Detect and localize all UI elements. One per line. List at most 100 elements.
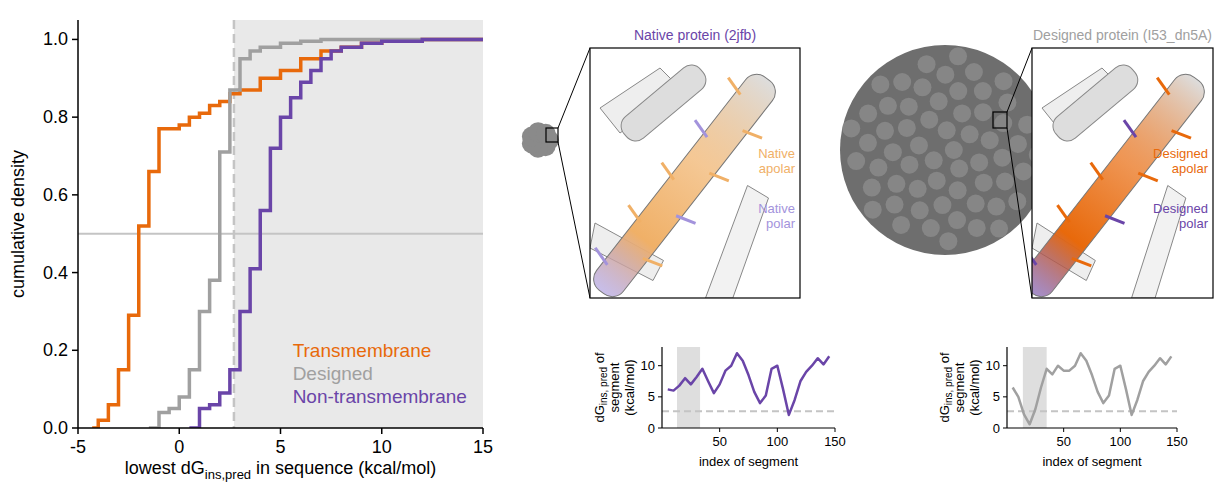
side-chain — [691, 120, 710, 137]
surface-bump — [939, 232, 957, 250]
x-tick-label: 100 — [766, 434, 788, 449]
surface-bump — [847, 152, 865, 170]
surface-bump — [975, 174, 993, 192]
y-axis-title: segment — [952, 362, 967, 412]
surface-bump — [995, 72, 1013, 90]
threshold-line — [1007, 410, 1177, 412]
surface-bump — [842, 119, 860, 137]
y-tick-label: 0.0 — [43, 418, 68, 438]
plot-area — [1007, 347, 1177, 428]
annotation: Designedpolar — [1153, 201, 1209, 231]
surface-bump — [950, 160, 968, 178]
zoom-box — [546, 128, 558, 142]
y-tick-label: 0 — [993, 421, 1000, 436]
surface-bump — [900, 98, 918, 116]
surface-bump — [994, 114, 1012, 132]
side-chain — [1105, 211, 1124, 228]
surface-bump — [945, 141, 963, 159]
surface-bump — [909, 180, 927, 198]
segment-line — [1013, 353, 1172, 424]
x-tick — [280, 428, 282, 434]
threshold-line — [662, 410, 835, 412]
y-tick — [72, 427, 78, 429]
annotation-line: apolar — [1172, 161, 1209, 176]
inset-image — [1032, 59, 1213, 298]
legend-entry: Designed — [293, 363, 373, 384]
annotation-line: Designed — [1153, 201, 1208, 216]
surface-bump — [893, 73, 911, 91]
x-tick-label: -5 — [70, 437, 86, 457]
y-tick-label: 10 — [986, 358, 1000, 373]
assembly-surface — [840, 45, 1050, 255]
surface-bump — [967, 195, 985, 213]
shaded-band — [677, 347, 700, 428]
y-tick-label: 0.8 — [43, 107, 68, 127]
zoom-line — [1007, 128, 1032, 298]
inset-frame — [590, 48, 800, 298]
y-axis — [661, 347, 662, 428]
surface-bump — [936, 66, 954, 84]
surface-bump — [974, 82, 992, 100]
surface-bump — [949, 47, 967, 65]
surface-bump — [974, 103, 992, 121]
y-tick-label: 0.4 — [43, 263, 68, 283]
plot-area — [662, 347, 835, 428]
annotation-line: polar — [766, 216, 796, 231]
x-axis-title-part: lowest dG — [125, 458, 205, 478]
side-chain — [1072, 254, 1091, 271]
surface-bump — [869, 159, 887, 177]
helix-grey — [616, 60, 711, 146]
surface-bump — [993, 149, 1011, 167]
surface-bump — [910, 136, 928, 154]
cdf-line — [149, 39, 483, 428]
y-axis — [77, 20, 79, 428]
side-chain — [1153, 78, 1172, 95]
surface-bump — [879, 97, 897, 115]
x-tick — [1063, 428, 1064, 432]
surface-bump — [996, 173, 1014, 191]
y-tick — [1003, 365, 1007, 366]
y-axis-title: (kcal/mol) — [622, 359, 637, 415]
surface-bump — [871, 75, 889, 93]
surface-bump — [948, 211, 966, 229]
surface-bump — [863, 179, 881, 197]
inset-frame — [1032, 48, 1213, 298]
surface-bump — [918, 55, 936, 73]
side-chain — [743, 126, 762, 143]
side-chain — [725, 78, 744, 95]
y-tick-label: 10 — [641, 358, 655, 373]
y-title-part: of — [937, 352, 952, 367]
surface-bump — [987, 198, 1005, 216]
y-tick — [72, 194, 78, 196]
surface-bump — [933, 196, 951, 214]
panel-title: Native protein (2jfb) — [634, 27, 756, 43]
side-chain — [1172, 126, 1191, 143]
annotation-line: apolar — [759, 161, 796, 176]
surface-bump — [859, 134, 877, 152]
y-title-part: of — [592, 352, 607, 367]
segment-line — [668, 353, 829, 415]
y-tick — [72, 272, 78, 274]
surface-bump — [961, 125, 979, 143]
surface-bump — [864, 201, 882, 219]
side-chain — [709, 168, 728, 185]
surface-bump — [968, 219, 986, 237]
surface-bump — [965, 63, 983, 81]
annotation-line: polar — [1179, 216, 1209, 231]
x-tick — [77, 428, 79, 434]
surface-bump — [928, 172, 946, 190]
surface-bump — [938, 121, 956, 139]
plot-area — [78, 20, 483, 428]
shaded-region — [234, 20, 483, 428]
x-axis-title: index of segment — [1042, 454, 1141, 469]
helix-grey — [1048, 60, 1143, 146]
legend-entry: Non-transmembrane — [293, 386, 467, 407]
x-axis — [662, 427, 835, 428]
surface-bump — [922, 219, 940, 237]
surface-bump — [920, 111, 938, 129]
surface-bump — [1014, 162, 1032, 180]
x-tick-label: 150 — [1166, 434, 1188, 449]
y-tick — [658, 396, 662, 397]
annotation: Designedapolar — [1153, 146, 1209, 176]
helix-body — [1048, 60, 1143, 146]
